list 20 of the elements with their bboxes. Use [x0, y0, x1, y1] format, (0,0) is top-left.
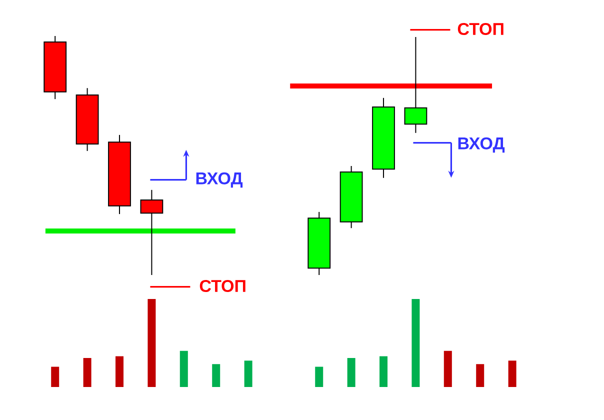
bar	[83, 358, 92, 387]
bar	[380, 356, 388, 387]
text: СТОП	[458, 22, 504, 36]
bar	[180, 350, 188, 387]
bar	[412, 298, 420, 387]
text: СТОП	[200, 280, 246, 292]
candlestick	[404, 36, 428, 134]
candlestick	[140, 189, 164, 276]
bar	[508, 360, 516, 387]
bar	[212, 364, 220, 387]
bar	[116, 356, 124, 387]
text: ВХОД	[458, 137, 505, 153]
text: ВХОД	[196, 172, 243, 188]
bar	[476, 364, 484, 387]
bar	[244, 360, 252, 387]
bar	[148, 298, 156, 387]
bar	[51, 366, 60, 387]
bar	[347, 358, 356, 387]
bar	[315, 366, 324, 387]
bar	[444, 350, 452, 387]
